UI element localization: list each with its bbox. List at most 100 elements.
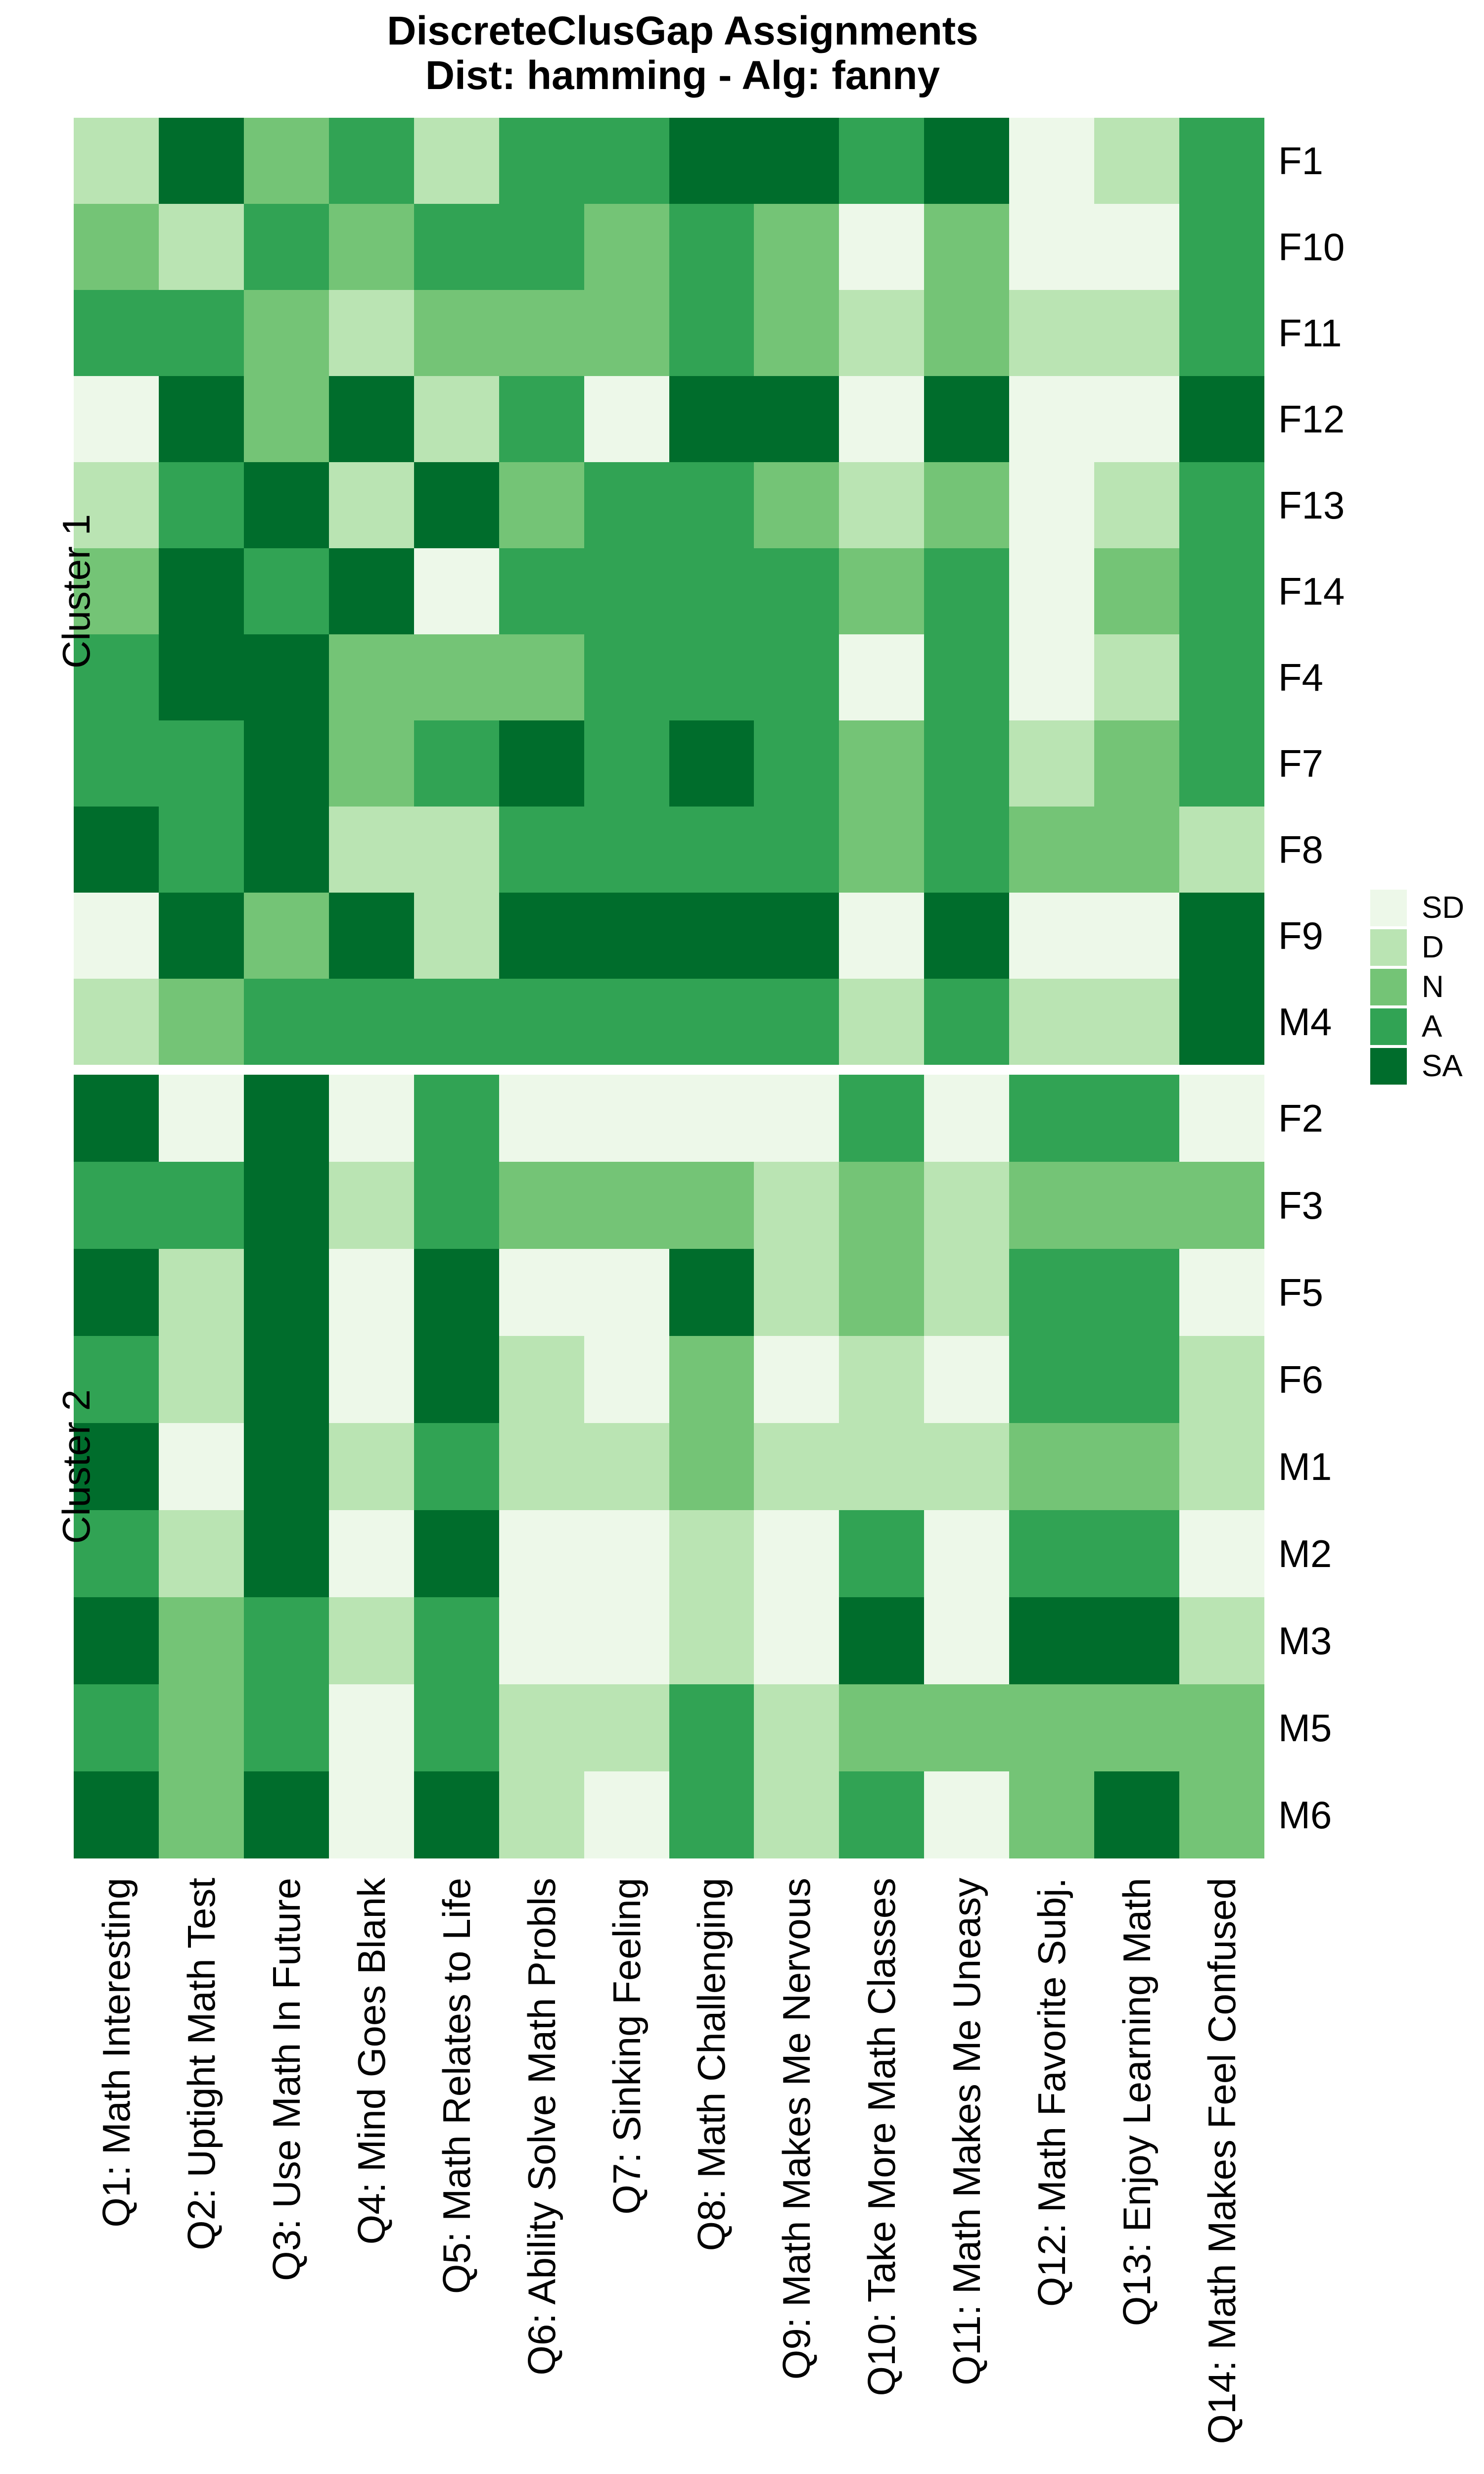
- heatmap-cell: [1094, 634, 1180, 720]
- heatmap-cell: [924, 807, 1010, 893]
- row-label: M4: [1278, 999, 1332, 1044]
- heatmap-cell: [414, 893, 499, 979]
- heatmap-cell: [584, 1249, 669, 1336]
- heatmap-cell: [1094, 1423, 1180, 1510]
- heatmap-cell: [499, 1597, 584, 1684]
- heatmap-cell: [1179, 893, 1264, 979]
- row-label: F7: [1278, 741, 1324, 785]
- heatmap-cell: [328, 376, 414, 462]
- heatmap-cell: [754, 376, 839, 462]
- heatmap-cell: [839, 1075, 925, 1162]
- heatmap-cell: [74, 634, 159, 720]
- x-axis-label: Q2: Uptight Math Test: [179, 1878, 223, 2250]
- heatmap-cell: [328, 1075, 414, 1162]
- heatmap-cell: [839, 376, 925, 462]
- heatmap-cell: [1009, 548, 1095, 634]
- heatmap-cell: [414, 204, 499, 290]
- heatmap-cell: [499, 548, 584, 634]
- heatmap-cell: [414, 1336, 499, 1423]
- heatmap-cell: [1179, 376, 1264, 462]
- heatmap-cell: [414, 634, 499, 720]
- heatmap-cell: [839, 118, 925, 204]
- heatmap-cell: [924, 548, 1010, 634]
- x-axis-label: Q7: Sinking Feeling: [604, 1878, 649, 2215]
- heatmap-cell: [74, 979, 159, 1065]
- heatmap-cell: [414, 462, 499, 548]
- heatmap-cell: [1094, 893, 1180, 979]
- heatmap-cell: [243, 1510, 329, 1597]
- heatmap-cell: [243, 204, 329, 290]
- row-label: F9: [1278, 913, 1324, 957]
- heatmap-cell: [1009, 1075, 1095, 1162]
- heatmap-cell: [414, 118, 499, 204]
- heatmap-cell: [1179, 720, 1264, 807]
- heatmap-cell: [243, 118, 329, 204]
- cluster-label-1: Cluster 1: [54, 514, 98, 669]
- heatmap-cell: [158, 1249, 244, 1336]
- heatmap-cell: [839, 1771, 925, 1858]
- heatmap-cell: [924, 1162, 1010, 1249]
- heatmap-cell: [414, 1075, 499, 1162]
- heatmap-cell: [499, 634, 584, 720]
- heatmap-cell: [1009, 462, 1095, 548]
- row-label: F10: [1278, 225, 1345, 269]
- row-label: F4: [1278, 655, 1324, 699]
- heatmap-cell: [328, 1771, 414, 1858]
- heatmap-cell: [328, 204, 414, 290]
- heatmap-cell: [158, 290, 244, 376]
- heatmap-cell: [74, 1336, 159, 1423]
- heatmap-cell: [1094, 376, 1180, 462]
- heatmap-cell: [924, 290, 1010, 376]
- heatmap-cell: [1009, 1336, 1095, 1423]
- heatmap-cell: [328, 548, 414, 634]
- heatmap-cell: [74, 1075, 159, 1162]
- heatmap-cell: [1179, 548, 1264, 634]
- legend-swatch-sa: [1370, 1048, 1407, 1085]
- heatmap-cell: [1179, 1597, 1264, 1684]
- heatmap-cell: [584, 376, 669, 462]
- heatmap-cell: [754, 290, 839, 376]
- heatmap-cell: [669, 1249, 754, 1336]
- heatmap-cell: [839, 979, 925, 1065]
- heatmap-cell: [669, 1771, 754, 1858]
- legend-item: N: [1370, 969, 1464, 1005]
- heatmap-cell: [243, 548, 329, 634]
- heatmap-cell: [669, 1336, 754, 1423]
- legend-label: N: [1422, 970, 1444, 1004]
- heatmap-cell: [74, 1249, 159, 1336]
- heatmap-cell: [243, 1249, 329, 1336]
- heatmap-cell: [499, 1423, 584, 1510]
- heatmap-cell: [1179, 1423, 1264, 1510]
- heatmap-cell: [924, 204, 1010, 290]
- heatmap-cell: [584, 1597, 669, 1684]
- heatmap-cell: [243, 1336, 329, 1423]
- heatmap-cell: [328, 893, 414, 979]
- row-label: F1: [1278, 139, 1324, 183]
- heatmap-cell: [924, 1249, 1010, 1336]
- heatmap-cell: [839, 1510, 925, 1597]
- heatmap-cell: [1009, 290, 1095, 376]
- heatmap-cell: [328, 720, 414, 807]
- heatmap-cell: [924, 720, 1010, 807]
- heatmap-cell: [669, 118, 754, 204]
- heatmap-cell: [584, 807, 669, 893]
- heatmap-cell: [669, 290, 754, 376]
- heatmap-cell: [74, 1162, 159, 1249]
- legend-item: SD: [1370, 890, 1464, 926]
- heatmap-cell: [243, 893, 329, 979]
- heatmap-cell: [1179, 1771, 1264, 1858]
- heatmap-cell: [1179, 634, 1264, 720]
- heatmap-cell: [1009, 979, 1095, 1065]
- heatmap-cell: [243, 720, 329, 807]
- heatmap-cell: [924, 1510, 1010, 1597]
- heatmap-cell: [158, 634, 244, 720]
- heatmap-cell: [158, 807, 244, 893]
- heatmap-cell: [243, 290, 329, 376]
- heatmap-cell: [839, 548, 925, 634]
- heatmap-cell: [74, 720, 159, 807]
- legend-label: A: [1422, 1009, 1442, 1044]
- heatmap-cell: [499, 1684, 584, 1771]
- heatmap-cell: [1179, 204, 1264, 290]
- legend-label: SD: [1422, 891, 1465, 925]
